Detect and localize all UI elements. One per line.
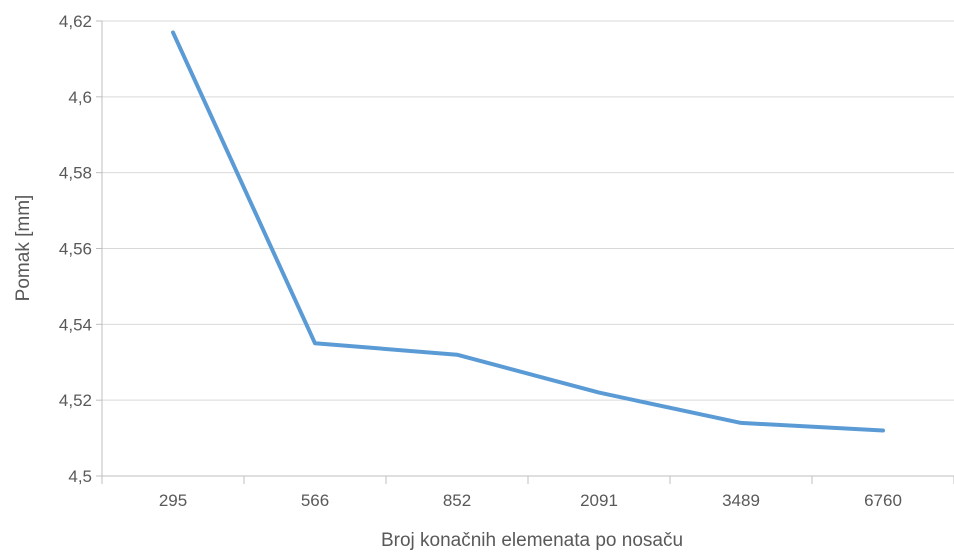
- y-tick-label: 4,5: [68, 467, 92, 486]
- x-tick-label: 3489: [722, 491, 760, 510]
- x-axis: 295 566 852 2091 3489 6760: [102, 476, 954, 510]
- series-group: [173, 32, 883, 430]
- x-tick-label: 852: [443, 491, 471, 510]
- series-line: [173, 32, 883, 430]
- y-tick-label: 4,56: [59, 240, 92, 259]
- y-tick-label: 4,58: [59, 164, 92, 183]
- y-axis-title: Pomak [mm]: [13, 195, 34, 302]
- x-tick-label: 6760: [864, 491, 902, 510]
- grid-lines: [102, 21, 954, 400]
- x-tick-label: 2091: [580, 491, 618, 510]
- x-tick-label: 566: [301, 491, 329, 510]
- y-axis-ticks: 4,5 4,52 4,54 4,56 4,58 4,6 4,62: [59, 12, 102, 486]
- y-tick-label: 4,52: [59, 391, 92, 410]
- y-tick-label: 4,6: [68, 88, 92, 107]
- x-tick-label: 295: [159, 491, 187, 510]
- y-tick-label: 4,62: [59, 12, 92, 31]
- y-tick-label: 4,54: [59, 315, 92, 334]
- x-axis-title: Broj konačnih elemenata po nosaču: [381, 530, 683, 551]
